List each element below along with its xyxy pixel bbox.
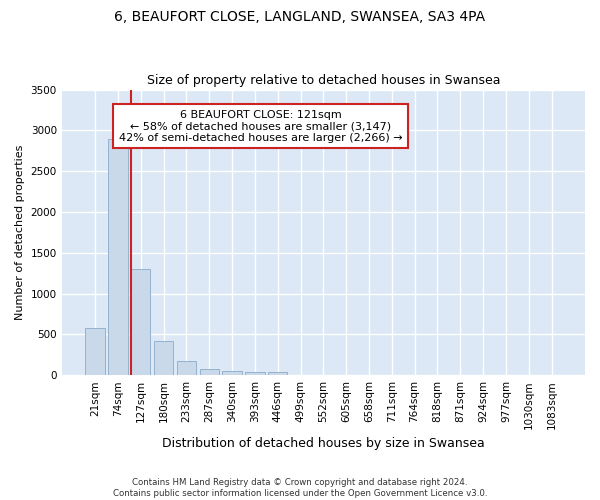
Y-axis label: Number of detached properties: Number of detached properties: [15, 144, 25, 320]
Title: Size of property relative to detached houses in Swansea: Size of property relative to detached ho…: [146, 74, 500, 87]
Bar: [154, 341, 173, 375]
Bar: [177, 362, 196, 375]
Bar: [108, 138, 128, 375]
Bar: [131, 269, 151, 375]
Text: 6, BEAUFORT CLOSE, LANGLAND, SWANSEA, SA3 4PA: 6, BEAUFORT CLOSE, LANGLAND, SWANSEA, SA…: [115, 10, 485, 24]
Bar: [85, 328, 105, 375]
Text: 6 BEAUFORT CLOSE: 121sqm
← 58% of detached houses are smaller (3,147)
42% of sem: 6 BEAUFORT CLOSE: 121sqm ← 58% of detach…: [119, 110, 403, 142]
Bar: [200, 370, 219, 375]
Bar: [245, 372, 265, 375]
X-axis label: Distribution of detached houses by size in Swansea: Distribution of detached houses by size …: [162, 437, 485, 450]
Bar: [223, 371, 242, 375]
Bar: [268, 372, 287, 375]
Text: Contains HM Land Registry data © Crown copyright and database right 2024.
Contai: Contains HM Land Registry data © Crown c…: [113, 478, 487, 498]
